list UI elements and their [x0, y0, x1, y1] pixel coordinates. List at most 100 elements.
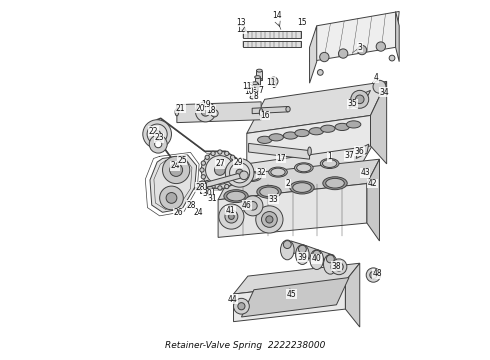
Circle shape — [376, 42, 386, 51]
Circle shape — [155, 140, 162, 148]
Text: 11: 11 — [242, 82, 251, 91]
Circle shape — [201, 175, 205, 179]
Text: 38: 38 — [332, 262, 341, 271]
Text: 11: 11 — [266, 78, 275, 87]
Ellipse shape — [227, 191, 245, 201]
Ellipse shape — [323, 177, 347, 190]
Polygon shape — [234, 281, 345, 321]
Text: 37: 37 — [344, 152, 354, 161]
Circle shape — [218, 186, 222, 190]
Ellipse shape — [260, 187, 278, 197]
Circle shape — [256, 206, 283, 233]
Circle shape — [211, 110, 218, 117]
Text: 39: 39 — [297, 253, 307, 262]
Circle shape — [205, 155, 209, 159]
Text: 5: 5 — [251, 89, 256, 98]
Text: 13: 13 — [237, 18, 246, 27]
Circle shape — [200, 168, 204, 172]
Ellipse shape — [326, 255, 334, 263]
Text: 3: 3 — [357, 43, 362, 52]
Polygon shape — [255, 77, 260, 86]
Polygon shape — [234, 263, 360, 294]
Ellipse shape — [309, 128, 323, 135]
Circle shape — [201, 161, 205, 165]
Ellipse shape — [323, 255, 337, 274]
Polygon shape — [243, 41, 300, 47]
Text: 24: 24 — [170, 161, 180, 170]
Circle shape — [339, 49, 348, 58]
Ellipse shape — [252, 91, 258, 94]
Circle shape — [225, 158, 254, 187]
Circle shape — [243, 196, 263, 216]
Circle shape — [355, 95, 364, 104]
Ellipse shape — [326, 179, 344, 188]
Circle shape — [272, 80, 275, 83]
Ellipse shape — [269, 134, 283, 141]
Ellipse shape — [295, 130, 309, 136]
Ellipse shape — [250, 96, 256, 99]
Text: 7: 7 — [259, 86, 264, 95]
Text: 23: 23 — [154, 133, 164, 142]
Ellipse shape — [271, 168, 285, 176]
Polygon shape — [218, 184, 367, 237]
Polygon shape — [349, 90, 370, 108]
Ellipse shape — [296, 164, 311, 172]
Text: 29: 29 — [233, 158, 243, 167]
Polygon shape — [150, 155, 196, 212]
Circle shape — [166, 193, 177, 203]
Ellipse shape — [286, 107, 290, 112]
Polygon shape — [207, 188, 213, 198]
Circle shape — [196, 102, 216, 122]
Text: 2: 2 — [286, 179, 291, 188]
Polygon shape — [218, 159, 379, 200]
Circle shape — [240, 171, 248, 180]
Ellipse shape — [298, 245, 306, 253]
Circle shape — [230, 155, 235, 159]
Ellipse shape — [200, 181, 205, 184]
Ellipse shape — [335, 123, 349, 131]
Text: 16: 16 — [260, 111, 270, 120]
Circle shape — [197, 181, 206, 190]
Ellipse shape — [224, 190, 248, 203]
Ellipse shape — [250, 87, 256, 90]
Ellipse shape — [269, 167, 287, 177]
Circle shape — [218, 150, 222, 154]
Ellipse shape — [310, 250, 323, 270]
Circle shape — [236, 168, 240, 172]
Text: 15: 15 — [297, 18, 307, 27]
Circle shape — [357, 45, 367, 55]
Circle shape — [318, 69, 323, 75]
Text: 30: 30 — [202, 189, 212, 198]
Circle shape — [215, 165, 225, 175]
Polygon shape — [370, 81, 387, 164]
Circle shape — [335, 262, 343, 271]
Polygon shape — [367, 159, 379, 241]
Text: Retainer-Valve Spring  2222238000: Retainer-Valve Spring 2222238000 — [165, 341, 325, 350]
Circle shape — [143, 120, 172, 148]
Ellipse shape — [320, 125, 335, 132]
Polygon shape — [356, 144, 368, 158]
Ellipse shape — [255, 76, 260, 78]
Circle shape — [270, 77, 278, 86]
Circle shape — [201, 151, 239, 189]
Polygon shape — [284, 241, 306, 255]
Ellipse shape — [175, 109, 179, 116]
Ellipse shape — [283, 132, 298, 139]
Polygon shape — [200, 183, 205, 193]
Text: 31: 31 — [207, 194, 217, 203]
Text: 32: 32 — [256, 168, 266, 177]
Ellipse shape — [259, 109, 263, 116]
Polygon shape — [345, 263, 360, 327]
Ellipse shape — [320, 158, 339, 168]
Circle shape — [234, 175, 239, 179]
Text: 28: 28 — [187, 201, 196, 210]
Circle shape — [266, 216, 273, 223]
Circle shape — [366, 268, 381, 282]
Polygon shape — [299, 246, 320, 260]
Polygon shape — [247, 116, 370, 164]
Text: 22: 22 — [149, 127, 158, 136]
Circle shape — [230, 163, 250, 183]
Circle shape — [331, 259, 347, 275]
Ellipse shape — [295, 245, 309, 265]
Circle shape — [170, 163, 183, 176]
